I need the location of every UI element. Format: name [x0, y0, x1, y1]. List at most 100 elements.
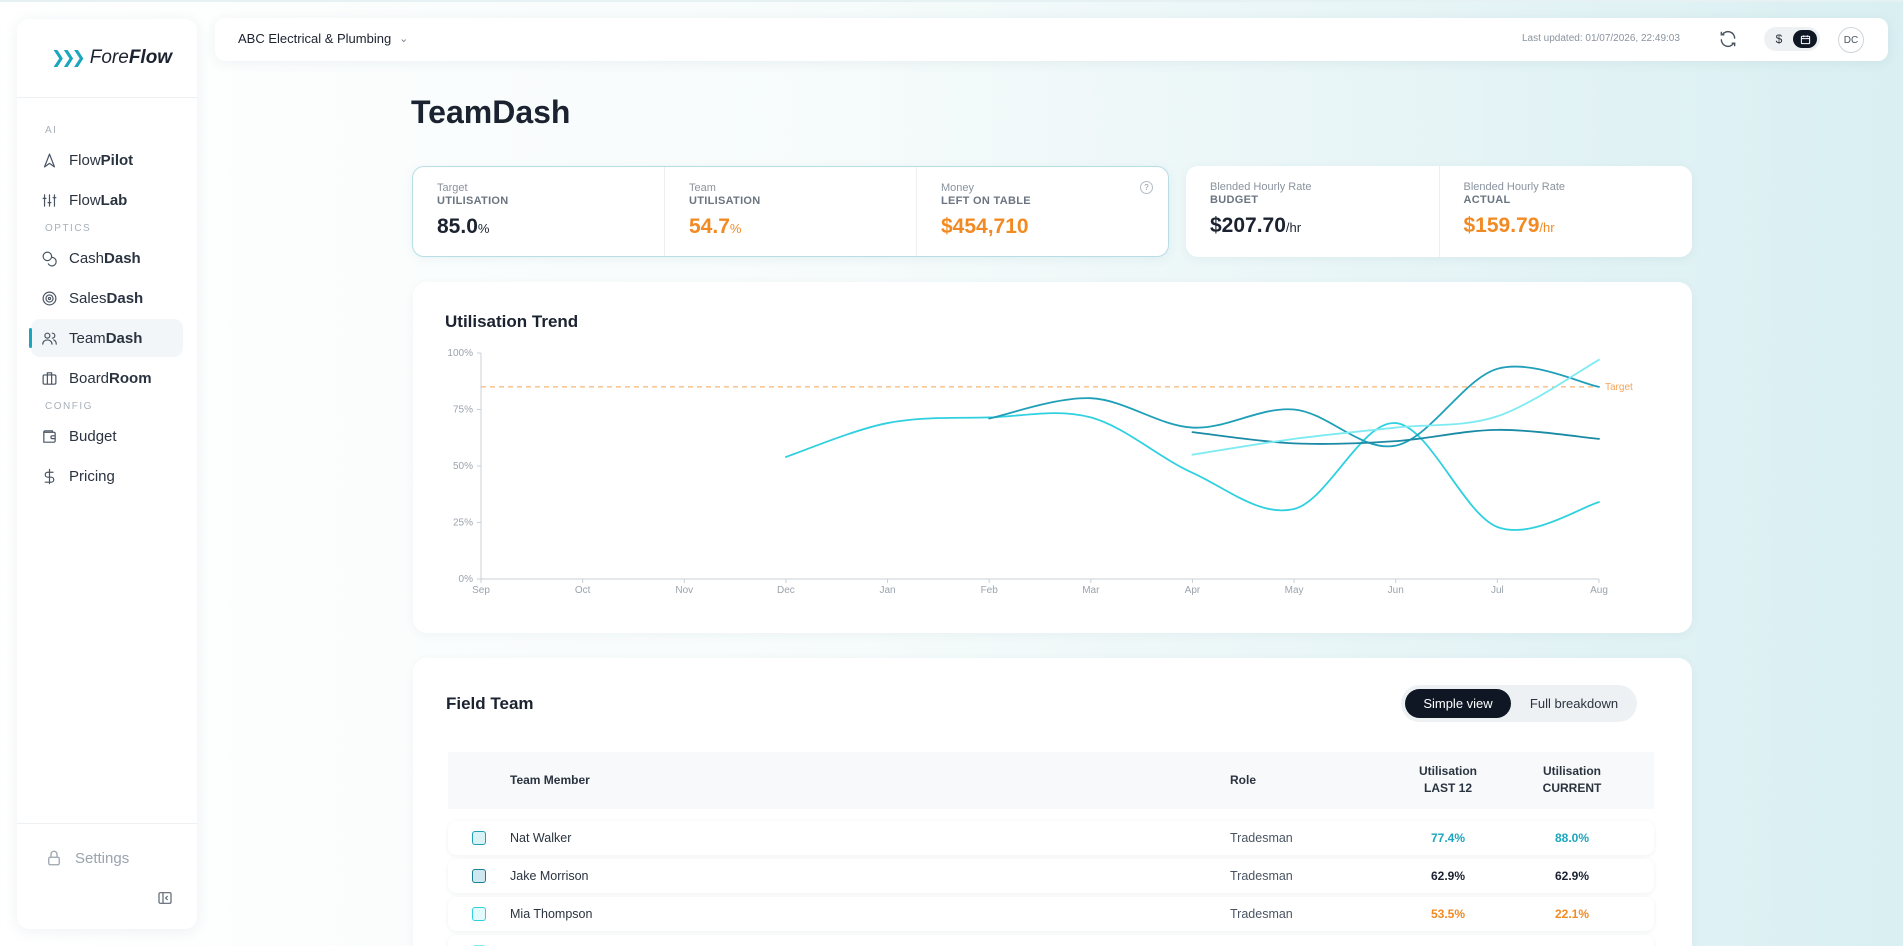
x-tick-label: Jun: [1388, 585, 1404, 596]
sidebar: ❯❯❯ Fore Flow AI FlowPilot FlowLab OPTICS…: [17, 19, 197, 929]
refresh-icon[interactable]: [1718, 29, 1738, 49]
member-name: Mia Thompson: [510, 907, 593, 921]
sidebar-item-teamdash[interactable]: TeamDash: [29, 319, 183, 357]
utilisation-last12: 62.9%: [1430, 869, 1466, 883]
brand-name-flow: Flow: [128, 47, 173, 68]
lock-icon: [48, 850, 60, 866]
kpi-label: Blended Hourly Rate: [1210, 181, 1312, 193]
users-icon: [40, 329, 58, 347]
row-checkbox[interactable]: [472, 869, 486, 883]
column-header-last12[interactable]: Utilisation LAST 12: [1418, 764, 1477, 795]
table-row[interactable]: Jake Morrison Tradesman 62.9% 62.9%: [448, 859, 1654, 893]
settings-label: Settings: [75, 849, 130, 867]
kpi-sublabel: ACTUAL: [1463, 194, 1511, 206]
sidebar-item-label: FlowPilot: [69, 151, 134, 169]
brand-logo[interactable]: ❯❯❯ Fore Flow: [17, 19, 197, 98]
wallet-icon: [40, 427, 58, 445]
table-title: Field Team: [446, 694, 534, 713]
kpi-value: $454,710: [941, 215, 1029, 238]
x-tick-label: Aug: [1590, 585, 1608, 596]
x-tick-label: Sep: [472, 585, 490, 596]
calendar-mode-button[interactable]: [1793, 30, 1817, 48]
dollar-icon: [40, 467, 58, 485]
display-mode-toggle: $: [1764, 27, 1820, 51]
y-tick-label: 25%: [453, 518, 473, 529]
row-checkbox[interactable]: [472, 831, 486, 845]
sliders-icon: [40, 191, 58, 209]
y-tick-label: 100%: [447, 348, 473, 359]
kpi-actual-rate: Blended Hourly Rate ACTUAL $159.79/hr: [1438, 166, 1693, 257]
table-row[interactable]: Nat Walker Tradesman 77.4% 88.0%: [448, 821, 1654, 855]
last-updated-text: Last updated: 01/07/2026, 22:49:03: [1522, 33, 1680, 44]
x-tick-label: Apr: [1185, 585, 1201, 596]
x-tick-label: Feb: [981, 585, 999, 596]
utilisation-current: 62.9%: [1554, 869, 1590, 883]
table-row[interactable]: Mia Thompson Tradesman 53.5% 22.1%: [448, 897, 1654, 931]
column-header-member[interactable]: Team Member: [510, 773, 590, 787]
brand-name-fore: Fore: [89, 47, 129, 68]
kpi-sublabel: UTILISATION: [689, 195, 761, 207]
currency-mode-button[interactable]: $: [1775, 32, 1783, 46]
table-row[interactable]: Tom BradleyApprentice71.6%61.5%: [448, 935, 1654, 946]
settings-link[interactable]: Settings: [45, 849, 129, 867]
kpi-label: Target: [437, 182, 468, 194]
kpi-target-utilisation: Target UTILISATION 85.0%: [413, 167, 664, 256]
sidebar-item-label: FlowLab: [69, 191, 128, 209]
series-line-4: [1191, 358, 1600, 456]
top-edge: [0, 0, 1903, 2]
x-tick-label: Nov: [675, 585, 693, 596]
sidebar-footer: Settings: [17, 823, 197, 929]
target-label: Target: [1605, 382, 1633, 393]
sidebar-item-boardroom[interactable]: BoardRoom: [31, 359, 183, 397]
kpi-label: Team: [689, 182, 716, 194]
column-header-current[interactable]: Utilisation CURRENT: [1542, 764, 1602, 795]
section-label-ai: AI: [45, 125, 58, 136]
x-tick-label: May: [1285, 585, 1304, 596]
section-label-optics: OPTICS: [45, 223, 92, 234]
kpi-value: $207.70/hr: [1210, 214, 1302, 237]
sidebar-item-salesdash[interactable]: SalesDash: [31, 279, 183, 317]
kpi-money-left-on-table: Money LEFT ON TABLE $454,710 ?: [916, 167, 1168, 256]
x-tick-label: Mar: [1082, 585, 1100, 596]
chevron-down-icon: ⌄: [399, 33, 409, 45]
sidebar-item-flowpilot[interactable]: FlowPilot: [31, 141, 183, 179]
utilisation-last12: 53.5%: [1430, 907, 1466, 921]
member-role: Tradesman: [1230, 869, 1293, 883]
utilisation-last12: 77.4%: [1430, 831, 1466, 845]
kpi-sublabel: BUDGET: [1210, 194, 1259, 206]
simple-view-button[interactable]: Simple view: [1405, 689, 1511, 718]
sidebar-item-flowlab[interactable]: FlowLab: [31, 181, 183, 219]
utilisation-trend-chart: 0% 25% 50% 75% 100% Sep Oct Nov Dec Jan Feb Mar Apr M…: [447, 348, 1633, 596]
company-selector[interactable]: ABC Electrical & Plumbing ⌄: [238, 31, 408, 46]
sidebar-item-label: Pricing: [69, 467, 115, 485]
company-name: ABC Electrical & Plumbing: [238, 31, 392, 46]
sidebar-item-label: SalesDash: [69, 289, 144, 307]
coins-icon: [40, 249, 58, 267]
row-checkbox[interactable]: [472, 907, 486, 921]
sidebar-item-label: TeamDash: [69, 329, 143, 347]
kpi-label: Money: [941, 182, 975, 194]
member-role: Tradesman: [1230, 831, 1293, 845]
kpi-label: Blended Hourly Rate: [1463, 181, 1566, 193]
utilisation-kpi-group: Target UTILISATION 85.0% Team UTILISATIO…: [412, 166, 1169, 257]
y-tick-label: 75%: [453, 405, 473, 416]
kpi-sublabel: UTILISATION: [437, 195, 509, 207]
collapse-sidebar-icon[interactable]: [157, 890, 173, 906]
full-breakdown-button[interactable]: Full breakdown: [1529, 696, 1619, 711]
sidebar-item-budget[interactable]: Budget: [31, 417, 183, 455]
utilisation-current: 88.0%: [1554, 831, 1590, 845]
sidebar-nav: AI FlowPilot FlowLab OPTICS CashDash Sal…: [17, 98, 197, 495]
sidebar-item-label: BoardRoom: [69, 369, 152, 387]
sidebar-item-label: Budget: [69, 427, 117, 445]
kpi-value: $159.79/hr: [1463, 214, 1555, 237]
chevrons-logo-icon: ❯❯❯: [51, 48, 86, 67]
column-header-role[interactable]: Role: [1230, 773, 1257, 787]
sidebar-item-cashdash[interactable]: CashDash: [31, 239, 183, 277]
avatar[interactable]: DC: [1838, 27, 1864, 53]
view-toggle: Simple view Full breakdown: [1401, 685, 1637, 722]
x-tick-label: Jan: [879, 585, 895, 596]
utilisation-trend-card: Utilisation Trend 0% 25% 50% 75% 100% Sep Oct N…: [413, 282, 1692, 633]
hourly-rate-kpi-group: Blended Hourly Rate BUDGET $207.70/hr Bl…: [1186, 166, 1692, 257]
sidebar-item-pricing[interactable]: Pricing: [31, 457, 183, 495]
help-icon[interactable]: ?: [1140, 181, 1153, 194]
